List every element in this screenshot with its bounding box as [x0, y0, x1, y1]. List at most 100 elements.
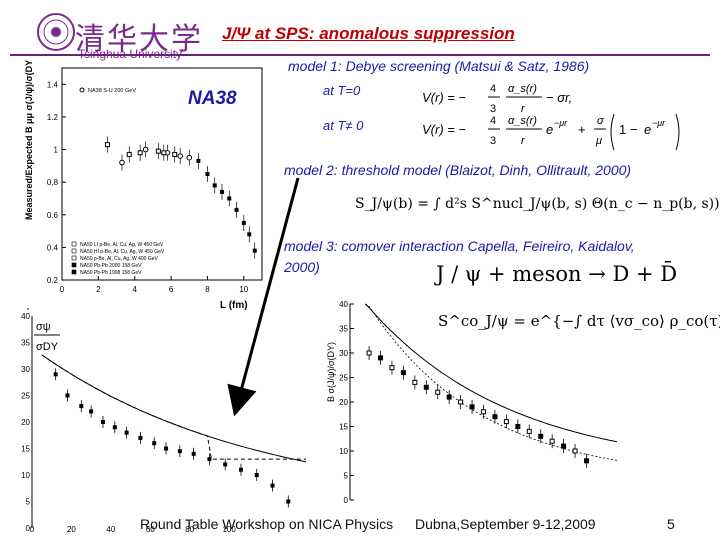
- arrow-model2-to-plot: [227, 177, 300, 416]
- plot3-point: [423, 384, 429, 390]
- plot1-legend-marker: [71, 262, 77, 268]
- plot3-point: [366, 350, 372, 356]
- svg-text:r: r: [521, 103, 526, 115]
- plot3-ytick-label: 35: [339, 325, 348, 334]
- plot2-ytick-label: 0: [26, 524, 31, 533]
- plot1-point: [252, 248, 257, 253]
- plot1-point: [247, 232, 252, 237]
- plot1-point: [161, 150, 167, 156]
- svg-text:−μr: −μr: [554, 118, 568, 128]
- svg-text:4: 4: [490, 115, 496, 127]
- plot2-point: [100, 420, 105, 424]
- plot3-curve-solid: [364, 303, 618, 443]
- plot3-ytick-label: 25: [339, 374, 348, 383]
- plot1-point: [155, 148, 161, 154]
- model3-title-line1: model 3: comover interaction Capella, Fe…: [284, 238, 635, 254]
- plot3-point: [503, 419, 509, 425]
- plot2-ytick-label: 20: [21, 418, 30, 427]
- plot1-ytick-label: 0.8: [47, 178, 59, 187]
- plot3-point: [389, 365, 395, 371]
- plot1-ylabel: Measured/Expected B μμ σ(J/ψ)/σ(DY): [24, 60, 34, 220]
- experiment-label: NA38: [188, 88, 237, 109]
- plot3-point: [435, 389, 441, 395]
- plot1-ytick-label: 0.2: [47, 276, 59, 285]
- plot1-legend-marker: [71, 255, 77, 261]
- plot2-ytick-label: 30: [21, 365, 30, 374]
- plot1-point: [227, 196, 232, 201]
- plot2-xtick-label: 100: [222, 525, 236, 534]
- plot2-ytick-label: 25: [21, 392, 30, 401]
- plot1-point: [205, 172, 210, 176]
- plot1-legend-entry: NA50 p-Be, Al, Cu, Ag, W 400 GeV: [80, 256, 158, 262]
- plot3-ytick-label: 0: [344, 496, 349, 505]
- plot3-point: [469, 404, 475, 410]
- equation-comover: S^co_J/ψ = e^{−∫ dτ ⟨vσ_co⟩ ρ_co(τ)},: [438, 312, 720, 330]
- plot2-xtick-label: 80: [185, 525, 194, 534]
- plot2-point: [79, 404, 84, 409]
- plot1-point: [104, 142, 110, 148]
- tsinghua-seal-icon: [37, 13, 75, 51]
- plot2-point: [177, 449, 182, 454]
- plot3-point: [412, 379, 418, 385]
- plot2-point: [223, 462, 228, 467]
- svg-text:3: 3: [490, 135, 496, 147]
- footer-workshop: Round Table Workshop on NICA Physics: [140, 516, 394, 532]
- equation-potential-t0: V(r) = − 4 3 α_s(r) r − σr,: [422, 83, 572, 115]
- plot2-ytick-label: 40: [21, 312, 30, 321]
- plot3-curve-dotted: [365, 303, 618, 461]
- plot3-point: [561, 443, 567, 449]
- plot1-point: [137, 150, 143, 156]
- plot2-curve-dashed: [41, 354, 306, 460]
- plot1-point: [126, 151, 132, 157]
- plot2-xtick-label: 0: [30, 525, 35, 534]
- plot2-ytick-label: 35: [21, 339, 30, 348]
- plot1-point: [142, 146, 149, 153]
- plot3-point: [515, 424, 521, 429]
- svg-text:−: −: [630, 122, 638, 137]
- plot3-point: [400, 370, 406, 376]
- equation-reaction: J / ψ + meson → D + D̄: [436, 262, 678, 286]
- plot1-legend-marker: [71, 248, 77, 254]
- plot1-point: [234, 207, 239, 212]
- header-divider: [10, 54, 710, 56]
- plot1-point: [212, 183, 217, 188]
- svg-text:V(r) = −: V(r) = −: [422, 122, 466, 137]
- plot2-ytick-label: 10: [21, 471, 30, 480]
- plot1-frame: [61, 67, 263, 281]
- plot1-ytick-label: 1: [54, 146, 59, 155]
- plot1-legend-marker: [71, 269, 77, 275]
- plot2-point: [138, 435, 143, 440]
- plot2-point: [89, 409, 94, 414]
- plot1-point: [186, 154, 193, 161]
- plot2-point: [238, 467, 243, 472]
- svg-text:α_s(r): α_s(r): [508, 115, 537, 127]
- plot1-ytick-label: 0.6: [47, 211, 59, 220]
- plot-sigma-ratio: 0 5 10 15 20 25 30 35 40 0 20 40 60 80 100 σψ σDY: [21, 308, 307, 534]
- plot1-xtick-label: 8: [205, 285, 210, 294]
- plot1-legend-top-marker: [79, 87, 85, 93]
- plot1-xtick-label: 10: [239, 285, 248, 294]
- plot3-point: [458, 399, 464, 405]
- svg-text:V(r) = −: V(r) = −: [422, 90, 466, 105]
- plot1-ytick-label: 1.2: [47, 113, 59, 122]
- plot3-point: [572, 448, 578, 454]
- svg-text:− σr,: − σr,: [546, 90, 572, 105]
- plot1-point: [177, 153, 183, 159]
- equation-potential-t: V(r) = − 4 3 α_s(r) r e −μr + σ μ 1 − e …: [422, 113, 680, 151]
- plot3-point: [378, 355, 384, 361]
- svg-text:−μr: −μr: [652, 118, 666, 128]
- svg-text:3: 3: [490, 103, 496, 115]
- plot2-point: [152, 441, 157, 446]
- plot2-ylabel-num: σψ: [36, 321, 51, 333]
- plot3-ytick-label: 30: [339, 349, 348, 358]
- model1-t-label: at T≠ 0: [323, 118, 364, 133]
- plot1-legend-entry: NA50 LI p-Be, Al, Cu, Ag, W 450 GeV: [80, 242, 164, 248]
- plot1-xtick-label: 6: [169, 285, 174, 294]
- plot2-ylabel-den: σDY: [36, 341, 59, 353]
- plot1-point: [241, 220, 246, 225]
- model1-t0-label: at T=0: [323, 83, 361, 98]
- university-logo-chars: 清华大学: [75, 22, 203, 57]
- plot3-point: [538, 433, 544, 439]
- plot2-point: [191, 451, 196, 456]
- plot2-xtick-label: 60: [146, 525, 155, 534]
